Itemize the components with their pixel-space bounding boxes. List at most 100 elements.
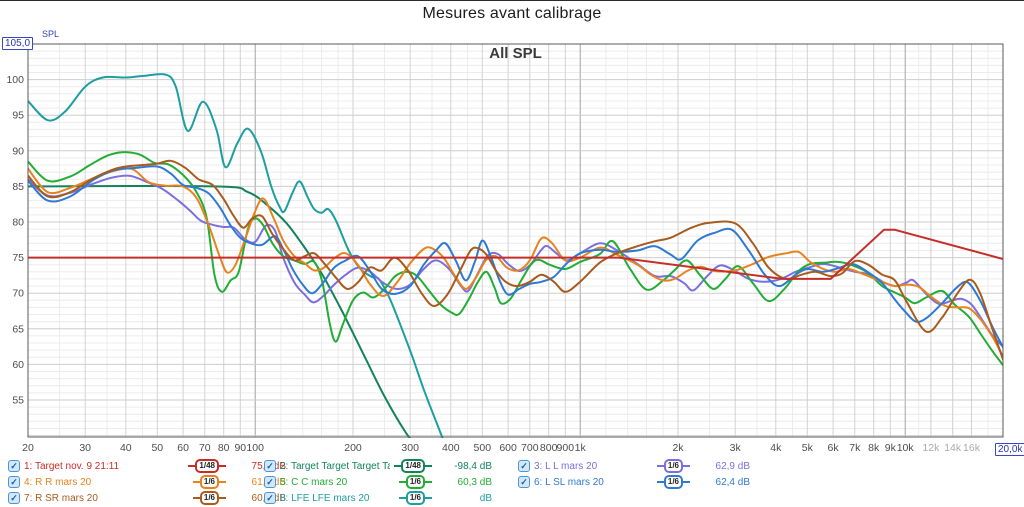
smoothing-badge: 1/6: [398, 491, 432, 505]
trace-line-stub: [188, 465, 196, 467]
trace-line-stub: [656, 481, 664, 483]
legend-level-value: -98,4 dB: [454, 460, 492, 472]
trace-2-curve: [28, 184, 411, 438]
smoothing-badge: 1/6: [192, 475, 226, 489]
y-tick-label: 80: [12, 217, 24, 229]
x-tick-label: 200: [344, 442, 362, 454]
trace-line-stub: [219, 465, 226, 467]
y-tick-label: 65: [12, 323, 24, 335]
x-tick-label: 7k: [849, 442, 861, 454]
trace-line-stub: [683, 481, 690, 483]
trace-line-stub: [219, 497, 226, 499]
smoothing-value: 1/6: [405, 491, 425, 505]
trace-4-curve: [28, 167, 1003, 358]
trace-line-stub: [398, 481, 406, 483]
legend-entry-r: ✓ 4: R R mars 20 1/6 61,2 dB: [8, 475, 286, 489]
trace-line-stub: [683, 465, 690, 467]
smoothing-badge: 1/6: [192, 491, 226, 505]
trace-checkbox-icon[interactable]: ✓: [518, 460, 530, 472]
legend-label: 1: Target nov. 9 21:11: [24, 460, 120, 472]
legend-label: 4: R R mars 20: [24, 476, 92, 488]
x-tick-label: 10k: [897, 442, 915, 454]
trace-7-curve: [28, 159, 1003, 361]
smoothing-value: 1/6: [663, 459, 683, 473]
trace-checkbox-icon[interactable]: ✓: [8, 492, 20, 504]
y-axis-max-field[interactable]: 105,0: [2, 37, 34, 50]
x-tick-label: 8k: [868, 442, 880, 454]
legend-column-2: ✓ 2: Target Target Target Target 1 1/48 …: [264, 459, 492, 505]
legend-level-value: dB: [479, 492, 492, 504]
x-tick-label: 700: [521, 442, 539, 454]
x-tick-label: 600: [499, 442, 517, 454]
y-tick-label: 100: [6, 74, 24, 86]
smoothing-badge: 1/6: [656, 475, 690, 489]
x-tick-label: 400: [442, 442, 460, 454]
x-tick-label: 14k: [944, 442, 962, 454]
legend-label: 2: Target Target Target Target 1: [280, 460, 391, 472]
trace-checkbox-icon[interactable]: ✓: [264, 492, 276, 504]
legend-entry-sr: ✓ 7: R SR mars 20 1/6 60,6 dB: [8, 491, 286, 505]
x-tick-label: 9k: [885, 442, 897, 454]
trace-checkbox-icon[interactable]: ✓: [264, 476, 276, 488]
smoothing-badge: 1/48: [188, 459, 226, 473]
page-title: Mesures avant calibrage: [422, 5, 602, 22]
x-tick-label: 5k: [802, 442, 814, 454]
spl-chart: 20 30 40 50 60 70 80 90 100 200 300 400 500 600 700 800…: [6, 43, 1004, 454]
x-tick-label: 6k: [828, 442, 840, 454]
y-tick-label: 95: [12, 110, 24, 122]
trace-checkbox-icon[interactable]: ✓: [8, 460, 20, 472]
x-tick-label: 300: [401, 442, 419, 454]
y-tick-label: 85: [12, 181, 24, 193]
smoothing-value: 1/6: [663, 475, 683, 489]
y-axis-name: SPL: [42, 29, 60, 39]
legend-column-1: ✓ 1: Target nov. 9 21:11 1/48 75,0 dB ✓ …: [8, 459, 286, 505]
trace-line-stub: [394, 465, 402, 467]
x-tick-label: 60: [177, 442, 189, 454]
x-tick-label: 50: [151, 442, 163, 454]
x-tick-label: 20: [22, 442, 34, 454]
legend-entry-c: ✓ 5: C C mars 20 1/6 60,3 dB: [264, 475, 492, 489]
x-tick-label: 1k: [575, 442, 587, 454]
y-tick-label: 90: [12, 145, 24, 157]
trace-line-stub: [192, 481, 200, 483]
plot-border: [27, 43, 1004, 438]
x-tick-label: 100: [246, 442, 264, 454]
legend-column-3: ✓ 3: L L mars 20 1/6 62,9 dB ✓ 6: L SL m…: [518, 459, 750, 489]
trace-5-curve: [28, 151, 1003, 367]
trace-line-stub: [656, 465, 664, 467]
legend-label: 8: LFE LFE mars 20: [280, 492, 370, 504]
legend-level-value: 62,9 dB: [715, 460, 750, 472]
x-axis-max-field[interactable]: 20,0k: [995, 443, 1024, 456]
y-tick-label: 75: [12, 252, 24, 264]
trace-checkbox-icon[interactable]: ✓: [518, 476, 530, 488]
trace-checkbox-icon[interactable]: ✓: [264, 460, 276, 472]
trace-legend: ✓ 1: Target nov. 9 21:11 1/48 75,0 dB ✓ …: [0, 457, 1024, 507]
x-tick-label: 2k: [672, 442, 684, 454]
trace-line-stub: [425, 497, 432, 499]
trace-line-stub: [398, 497, 406, 499]
x-tick-label: 500: [474, 442, 492, 454]
legend-entry-l: ✓ 3: L L mars 20 1/6 62,9 dB: [518, 459, 750, 473]
trace-checkbox-icon[interactable]: ✓: [8, 476, 20, 488]
window-edge: [0, 0, 1024, 1]
x-tick-label: 900: [557, 442, 575, 454]
trace-line-stub: [425, 465, 432, 467]
legend-label: 3: L L mars 20: [534, 460, 598, 472]
x-tick-label: 800: [540, 442, 558, 454]
smoothing-value: 1/6: [199, 475, 219, 489]
x-tick-label: 80: [218, 442, 230, 454]
trace-1-curve: [28, 228, 1003, 280]
y-tick-label: 70: [12, 288, 24, 300]
legend-level-value: 60,3 dB: [457, 476, 492, 488]
trace-line-stub: [192, 497, 200, 499]
smoothing-value: 1/48: [195, 459, 219, 473]
legend-level-value: 62,4 dB: [715, 476, 750, 488]
x-tick-label: 12k: [922, 442, 940, 454]
x-tick-label: 40: [120, 442, 132, 454]
smoothing-value: 1/6: [405, 475, 425, 489]
legend-label: 5: C C mars 20: [280, 476, 348, 488]
smoothing-badge: 1/48: [394, 459, 432, 473]
legend-entry-lfe: ✓ 8: LFE LFE mars 20 1/6 dB: [264, 491, 492, 505]
trace-line-stub: [219, 481, 226, 483]
